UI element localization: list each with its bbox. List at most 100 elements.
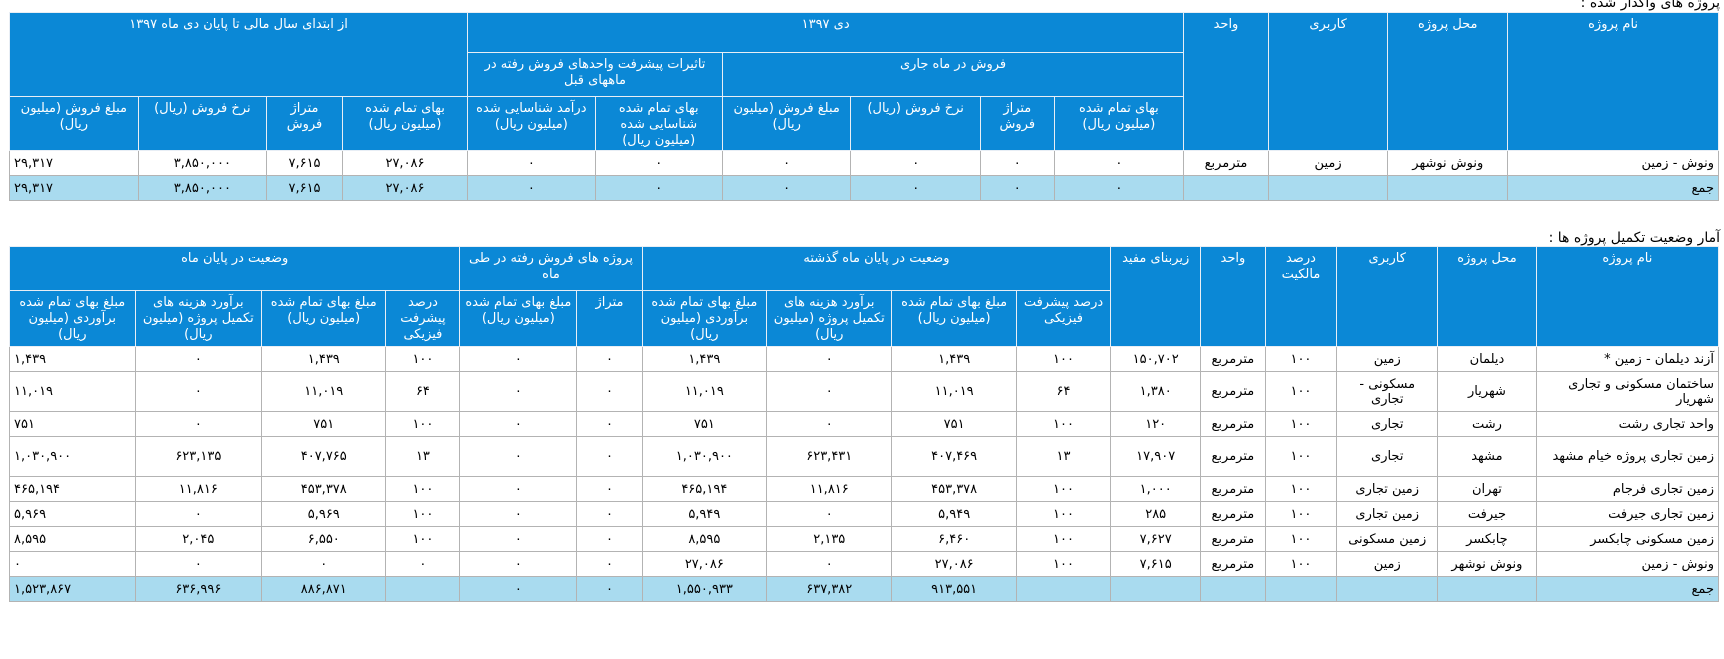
cell-area: ۱۵۰,۷۰۲: [1110, 346, 1202, 372]
cell-usage: تجاری: [1336, 436, 1439, 477]
cell-unit: مترمربع: [1200, 371, 1266, 412]
cell-ownership: ۱۰۰: [1264, 551, 1338, 577]
cell-value: ۰: [9, 551, 136, 577]
table-row: زمین تجاری فرجام تهران زمین تجاری ۱۰۰ مت…: [9, 476, 1720, 502]
cell-value: ۰: [467, 175, 596, 201]
cell-value: ۶۳۶,۹۹۶: [134, 576, 263, 602]
table-row: ونوش - زمین ونوش نوشهر زمین مترمربع ۰ ۰ …: [9, 150, 1719, 176]
cell-area: ۱,۰۰۰: [1110, 476, 1202, 502]
cell-value: ۰: [134, 346, 263, 372]
header-area: متراژ فروش: [980, 96, 1055, 151]
header-ownership: درصد مالکیت: [1264, 246, 1338, 347]
cell-value: ۴۵۳,۳۷۸: [261, 476, 387, 502]
cell-value: ۰: [459, 411, 578, 437]
cell-value: ۳,۸۵۰,۰۰۰: [137, 150, 268, 176]
cell-unit: مترمربع: [1200, 346, 1266, 372]
table-row: زمین تجاری پروژه خیام مشهد مشهد تجاری ۱۰…: [9, 436, 1720, 477]
table-row: زمین تجاری جیرفت جیرفت زمین تجاری ۱۰۰ مت…: [9, 501, 1720, 527]
cell-area: ۲۸۵: [1110, 501, 1202, 527]
cell-unit: مترمربع: [1200, 551, 1266, 577]
cell-total-label: جمع: [1535, 576, 1720, 602]
cell-value: ۴۰۷,۷۶۵: [261, 436, 387, 477]
cell-value: ۰: [576, 346, 643, 372]
cell-value: ۱,۴۳۹: [9, 346, 136, 372]
cell-value: ۶,۴۶۰: [891, 526, 1017, 552]
cell-location: تهران: [1437, 476, 1537, 502]
cell-value: ۲۷,۰۸۶: [341, 150, 469, 176]
cell-value: ۰: [576, 436, 643, 477]
cell-value: ۱,۴۳۹: [261, 346, 387, 372]
cell-location: شهریار: [1437, 371, 1537, 412]
header-ytd: از ابتدای سال مالی تا پایان دی ماه ۱۳۹۷: [8, 12, 469, 97]
header-rate: نرخ فروش (ریال): [850, 96, 981, 151]
cell-location: رشت: [1437, 411, 1537, 437]
cell-area: ۱,۳۸۰: [1110, 371, 1202, 412]
header-useful-area: زیربنای مفید: [1110, 246, 1202, 347]
section1-title: پروژه های واگذار شده :: [1580, 0, 1720, 11]
cell-value: ۰: [134, 551, 263, 577]
cell-value: ۰: [134, 501, 263, 527]
cell-value: ۱,۰۳۰,۹۰۰: [9, 436, 136, 477]
cell-value: ۵,۹۶۹: [261, 501, 387, 527]
cell-value: ۰: [576, 476, 643, 502]
cell-value: ۰: [766, 501, 893, 527]
cell-project-name: زمین تجاری پروژه خیام مشهد: [1535, 436, 1720, 477]
cell-location: دیلمان: [1437, 346, 1537, 372]
cell-unit: مترمربع: [1200, 476, 1266, 502]
cell-area: ۷,۶۱۵: [1110, 551, 1202, 577]
cell-area: ۱۲۰: [1110, 411, 1202, 437]
header-project-location: محل پروژه: [1437, 246, 1537, 347]
cell-value: ۱۱,۸۱۶: [766, 476, 893, 502]
header-prior-effects: تاثیرات پیشرفت واحدهای فروش رفته در ماهه…: [467, 52, 723, 97]
cell-value: ۰: [766, 411, 893, 437]
cell-value: ۰: [261, 551, 387, 577]
cell-value: ۱۰۰: [1015, 526, 1112, 552]
header-completion-estimate: برآورد هزینه های تکمیل پروژه (میلیون ریا…: [134, 290, 263, 347]
cell-usage: زمین مسکونی: [1336, 526, 1439, 552]
cell-value: ۰: [766, 371, 893, 412]
cell-value: ۱۰۰: [1015, 551, 1112, 577]
cell-value: ۰: [766, 346, 893, 372]
header-ytd-cost: بهای تمام شده (میلیون ریال): [341, 96, 469, 151]
cell-value: ۷,۶۱۵: [266, 150, 343, 176]
cell-value: ۱۳: [385, 436, 461, 477]
cell-value: ۶۴: [1015, 371, 1112, 412]
cell-value: ۰: [134, 411, 263, 437]
cell-value: ۰: [594, 150, 723, 176]
cell-value: ۰: [850, 150, 981, 176]
cell-usage: زمین تجاری: [1336, 476, 1439, 502]
cell-value: ۰: [576, 371, 643, 412]
cell-value: ۸,۵۹۵: [641, 526, 768, 552]
cell-ownership: ۱۰۰: [1264, 501, 1338, 527]
cell-value: ۶۳۷,۳۸۲: [766, 576, 893, 602]
cell-value: ۰: [459, 346, 578, 372]
header-unit: واحد: [1183, 12, 1269, 151]
cell-value: ۰: [459, 371, 578, 412]
cell-usage: زمین تجاری: [1336, 501, 1439, 527]
table-row: واحد تجاری رشت رشت تجاری ۱۰۰ مترمربع ۱۲۰…: [9, 411, 1720, 437]
header-end-month: وضعیت در پایان ماه: [8, 246, 461, 291]
cell-value: ۱۰۰: [1015, 411, 1112, 437]
cell-value: ۰: [385, 551, 461, 577]
cell-value: ۰: [594, 175, 723, 201]
cell-ownership: ۱۰۰: [1264, 526, 1338, 552]
cell-value: ۰: [459, 501, 578, 527]
cell-value: ۱۳: [1015, 436, 1112, 477]
cell-location: چابکسر: [1437, 526, 1537, 552]
cell-ownership: ۱۰۰: [1264, 476, 1338, 502]
header-unit: واحد: [1200, 246, 1266, 347]
cell-unit: مترمربع: [1183, 150, 1269, 176]
cell-value: ۰: [980, 175, 1055, 201]
header-current-sales: فروش در ماه جاری: [721, 52, 1185, 97]
cell-value: ۰: [1053, 150, 1185, 176]
cell-value: ۶۲۳,۴۳۱: [766, 436, 893, 477]
cell-value: ۱,۴۳۹: [891, 346, 1017, 372]
section2-title: آمار وضعیت تکمیل پروژه ها :: [1548, 230, 1720, 246]
cell-value: ۰: [134, 371, 263, 412]
cell-unit: مترمربع: [1200, 411, 1266, 437]
cell-value: ۷۵۱: [641, 411, 768, 437]
header-prior-income: درآمد شناسایی شده (میلیون ریال): [467, 96, 596, 151]
header-last-month: وضعیت در پایان ماه گذشته: [641, 246, 1112, 291]
cell-value: ۶۲۳,۱۳۵: [134, 436, 263, 477]
header-estimated-cost: مبلغ بهای تمام شده برآوردی (میلیون ریال): [641, 290, 768, 347]
